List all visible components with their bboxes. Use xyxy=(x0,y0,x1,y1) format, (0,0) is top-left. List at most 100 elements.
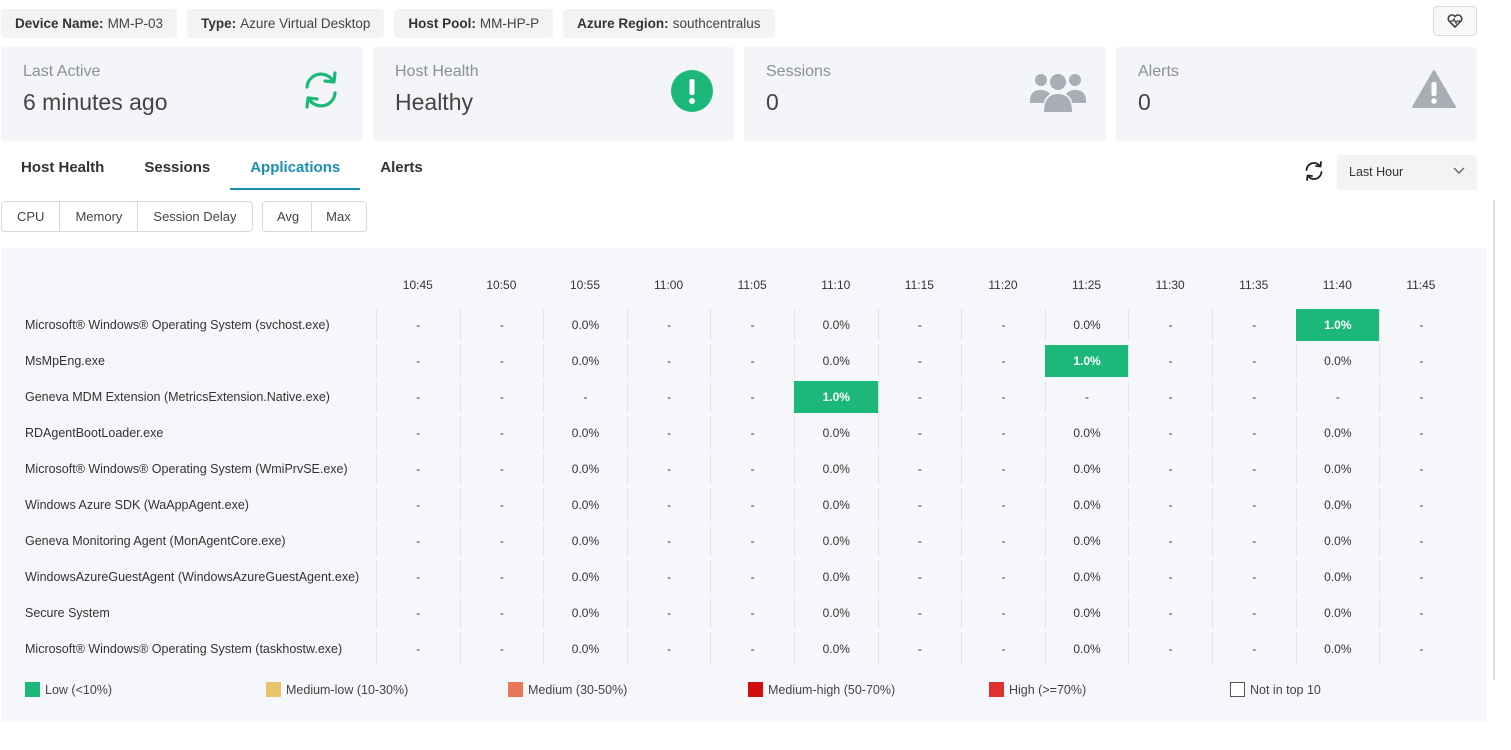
cpu-button[interactable]: CPU xyxy=(2,202,61,231)
heatmap-cell: 0.0% xyxy=(1295,453,1380,485)
heatmap-cell: - xyxy=(1211,525,1296,557)
heatmap-cell: - xyxy=(376,453,460,485)
heatmap-cell: - xyxy=(626,597,711,629)
card-value: 0 xyxy=(1138,89,1151,115)
heatmap-cell: 0.0% xyxy=(543,597,627,629)
heatmap-cell: - xyxy=(376,309,460,341)
tab-alerts[interactable]: Alerts xyxy=(380,159,423,176)
heatmap-cell: - xyxy=(1211,309,1296,341)
card-label: Last Active xyxy=(23,63,101,80)
heatmap-cell: - xyxy=(1211,345,1296,377)
heatmap-cell: 0.0% xyxy=(1044,561,1129,593)
card-value: 6 minutes ago xyxy=(23,89,168,115)
table-row: Microsoft® Windows® Operating System (sv… xyxy=(1,307,1487,343)
heatmap-cell: - xyxy=(1379,633,1463,665)
heatmap-cell: - xyxy=(710,345,794,377)
heatmap-cell: - xyxy=(626,309,711,341)
heatmap-cell: - xyxy=(1128,345,1212,377)
heatmap-cell: 0.0% xyxy=(793,561,878,593)
heatmap-cell: 0.0% xyxy=(543,417,627,449)
heatmap-cell: 0.0% xyxy=(793,489,878,521)
legend-swatch xyxy=(989,682,1004,697)
table-row: Secure System - -0.0% - -0.0% - -0.0% - -0.0% - xyxy=(1,595,1487,631)
card-label: Alerts xyxy=(1138,63,1179,80)
heatmap-cell: 0.0% xyxy=(543,525,627,557)
tab-host-health[interactable]: Host Health xyxy=(21,159,105,176)
heatmap-cell: - xyxy=(459,597,544,629)
time-column-header: 11:10 xyxy=(821,278,851,292)
heatmap-cell: - xyxy=(1379,453,1463,485)
heatmap-cell: - xyxy=(1128,525,1212,557)
heatmap-cell: - xyxy=(459,633,544,665)
heatmap-cell: 0.0% xyxy=(1295,525,1380,557)
refresh-icon[interactable] xyxy=(1303,160,1325,182)
heatmap-cell: - xyxy=(961,345,1045,377)
table-row: MsMpEng.exe - -0.0% - -0.0% - -1.0% - -0.0% - xyxy=(1,343,1487,379)
heatmap-cell: 0.0% xyxy=(543,561,627,593)
applications-heatmap: 10:45 10:50 10:55 11:00 11:05 11:10 11:15 11:20… xyxy=(1,248,1487,722)
time-column-header: 11:05 xyxy=(737,278,767,292)
application-name: Geneva Monitoring Agent (MonAgentCore.ex… xyxy=(25,534,286,548)
time-column-header: 10:50 xyxy=(486,278,517,292)
heatmap-cell: 0.0% xyxy=(793,417,878,449)
time-range-select[interactable]: Last Hour xyxy=(1337,155,1477,190)
max-button[interactable]: Max xyxy=(326,209,351,224)
heartbeat-icon xyxy=(1447,14,1463,28)
application-name: Microsoft® Windows® Operating System (Wm… xyxy=(25,462,348,476)
heatmap-cell: - xyxy=(1211,453,1296,485)
heatmap-cell: - xyxy=(710,525,794,557)
application-name: Microsoft® Windows® Operating System (ta… xyxy=(25,642,343,656)
heatmap-cell: - xyxy=(877,381,962,413)
legend-item: Medium-low (10-30%) xyxy=(266,682,408,697)
session-delay-button[interactable]: Session Delay xyxy=(153,209,237,224)
application-name: MsMpEng.exe xyxy=(25,354,105,368)
legend-label: Medium-high (50-70%) xyxy=(768,682,896,697)
time-column-header: 11:00 xyxy=(654,278,684,292)
avg-button[interactable]: Avg xyxy=(263,202,313,231)
health-check-button[interactable] xyxy=(1433,6,1477,36)
heatmap-cell: - xyxy=(376,489,460,521)
heatmap-cell: 0.0% xyxy=(543,633,627,665)
time-column-header: 11:25 xyxy=(1071,278,1102,292)
heatmap-cell: 0.0% xyxy=(543,453,627,485)
card-label: Sessions xyxy=(766,63,831,80)
heatmap-cell: - xyxy=(459,345,544,377)
card-value: Healthy xyxy=(395,89,473,115)
heatmap-cell: 0.0% xyxy=(1044,489,1129,521)
card-sessions: Sessions 0 xyxy=(744,47,1106,141)
heatmap-cell: - xyxy=(961,453,1045,485)
card-value: 0 xyxy=(766,89,779,115)
heatmap-cell: - xyxy=(1379,381,1463,413)
memory-button[interactable]: Memory xyxy=(60,202,139,231)
heatmap-cell: - xyxy=(459,309,544,341)
time-column-header: 11:40 xyxy=(1322,278,1352,292)
chip-host-pool: Host Pool: MM-HP-P xyxy=(394,9,554,38)
heatmap-cell: 0.0% xyxy=(543,345,627,377)
heatmap-cell: - xyxy=(1379,489,1463,521)
heatmap-cell: - xyxy=(459,417,544,449)
scrollbar[interactable] xyxy=(1493,200,1495,680)
heatmap-cell: - xyxy=(1379,417,1463,449)
heatmap-cell: 0.0% xyxy=(1044,309,1129,341)
heatmap-cell: 0.0% xyxy=(543,489,627,521)
legend-swatch xyxy=(1230,682,1245,697)
heatmap-cell: - xyxy=(459,489,544,521)
tab-sessions[interactable]: Sessions xyxy=(144,159,211,176)
heatmap-cell: - xyxy=(626,345,711,377)
application-name: Windows Azure SDK (WaAppAgent.exe) xyxy=(25,498,249,512)
heatmap-cell: - xyxy=(626,633,711,665)
time-column-header: 11:45 xyxy=(1406,278,1436,292)
heatmap-cell: - xyxy=(1379,525,1463,557)
time-column-header: 11:30 xyxy=(1155,278,1185,292)
heatmap-cell: - xyxy=(1211,561,1296,593)
heatmap-cell: 0.0% xyxy=(793,345,878,377)
heatmap-cell: - xyxy=(1211,489,1296,521)
heatmap-cell: - xyxy=(626,453,711,485)
heatmap-cell: - xyxy=(459,453,544,485)
heatmap-cell: - xyxy=(710,561,794,593)
tab-applications[interactable]: Applications xyxy=(230,150,361,190)
chevron-down-icon xyxy=(1453,167,1465,174)
tab-bar: Host Health Sessions Applications Alerts xyxy=(1,150,443,190)
card-host-health: Host Health Healthy xyxy=(373,47,734,141)
heatmap-cell: - xyxy=(877,453,962,485)
